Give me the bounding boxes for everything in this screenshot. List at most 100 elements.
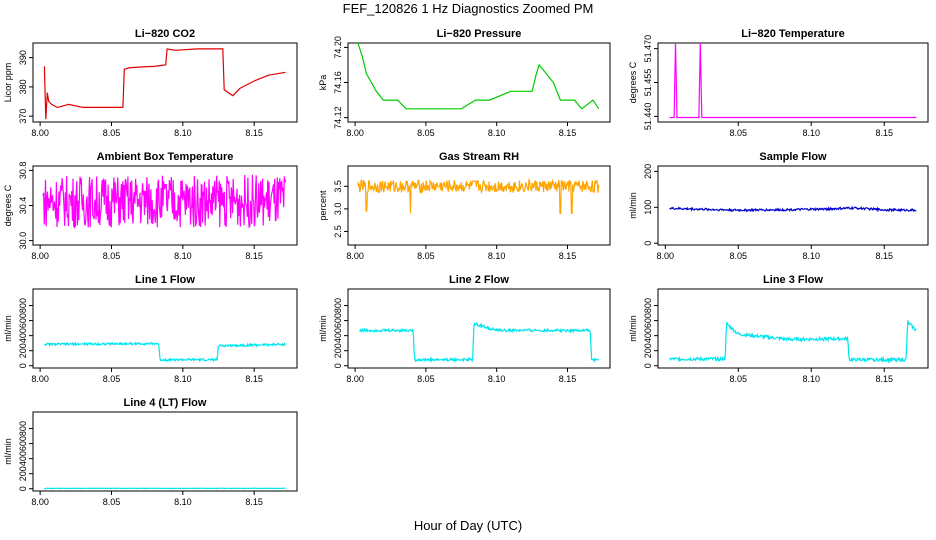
y-tick-label: 380 xyxy=(18,79,28,94)
y-axis-label: ml/min xyxy=(3,315,13,342)
plot-frame xyxy=(657,165,929,246)
y-tick-label: 200 xyxy=(643,343,653,358)
chart-title: Line 2 Flow xyxy=(449,274,509,286)
x-tick-label: 8.15 xyxy=(559,374,577,384)
plot-frame xyxy=(32,288,298,369)
y-axis-label: Licor ppm xyxy=(3,63,13,103)
x-tick-label: 8.10 xyxy=(488,251,506,261)
chart-panel-1: Li−820 CO2 8.00 8.05 8.10 8.15 370 380 390 Licor… xyxy=(3,28,298,138)
series-line xyxy=(669,319,917,364)
x-tick-label: 8.15 xyxy=(875,374,893,384)
x-tick-label: 8.15 xyxy=(245,128,263,138)
plot-frame xyxy=(657,288,929,369)
x-tick-label: 8.05 xyxy=(103,251,121,261)
x-tick-label: 8.00 xyxy=(346,374,364,384)
y-axis-label: ml/min xyxy=(628,315,638,342)
x-tick-label: 8.05 xyxy=(103,128,121,138)
series-line xyxy=(358,322,600,364)
y-tick-label: 74.12 xyxy=(333,106,343,129)
series-line xyxy=(357,178,600,214)
y-tick-label: 370 xyxy=(18,109,28,124)
x-tick-label: 8.15 xyxy=(559,251,577,261)
x-tick-label: 8.10 xyxy=(174,374,192,384)
y-tick-label: 30.4 xyxy=(18,197,28,215)
chart-panel-5: Gas Stream RH 8.00 8.05 8.10 8.15 2.5 3.0 3.5 pe… xyxy=(318,151,611,261)
x-tick-label: 8.10 xyxy=(802,374,820,384)
y-axis-label: percent xyxy=(318,190,328,221)
chart-title: Gas Stream RH xyxy=(439,151,519,163)
series-line xyxy=(357,42,600,110)
chart-panel-4: Ambient Box Temperature 8.00 8.05 8.10 8.15 3… xyxy=(3,151,298,261)
x-axis-label: Hour of Day (UTC) xyxy=(413,518,523,533)
plot-frame xyxy=(347,42,611,123)
series-line xyxy=(44,341,286,363)
x-tick-label: 8.15 xyxy=(245,374,263,384)
y-tick-label: 200 xyxy=(643,164,653,179)
y-tick-label: 400 xyxy=(18,328,28,343)
x-tick-label: 8.00 xyxy=(346,251,364,261)
y-tick-label: 3.5 xyxy=(333,180,343,193)
series-line xyxy=(44,487,286,490)
x-tick-label: 8.15 xyxy=(875,251,893,261)
y-axis-label: ml/min xyxy=(318,315,328,342)
y-tick-label: 200 xyxy=(18,466,28,481)
y-tick-label: 0 xyxy=(643,363,653,368)
series-line xyxy=(42,174,287,230)
x-tick-label: 8.00 xyxy=(31,374,49,384)
plot-frame xyxy=(347,165,611,246)
y-tick-label: 30.8 xyxy=(18,162,28,180)
x-tick-label: 8.05 xyxy=(103,497,121,507)
y-tick-label: 800 xyxy=(18,298,28,313)
chart-panel-6: Sample Flow 8.00 8.05 8.10 8.15 0 100 200 ml/min xyxy=(628,151,929,261)
y-tick-label: 800 xyxy=(333,298,343,313)
y-tick-label: 51.470 xyxy=(643,35,653,63)
chart-title: Li−820 Temperature xyxy=(741,28,844,40)
y-tick-label: 200 xyxy=(18,343,28,358)
y-tick-label: 800 xyxy=(18,421,28,436)
x-tick-label: 8.10 xyxy=(174,128,192,138)
x-tick-label: 8.05 xyxy=(730,374,748,384)
chart-panel-7: Line 1 Flow 8.00 8.05 8.10 8.15 0 200400600800… xyxy=(3,274,298,384)
x-tick-label: 8.00 xyxy=(346,128,364,138)
y-tick-label: 600 xyxy=(18,436,28,451)
chart-title: Line 3 Flow xyxy=(763,274,823,286)
plot-frame xyxy=(347,288,611,369)
y-tick-label: 74.20 xyxy=(333,36,343,59)
plot-frame xyxy=(32,411,298,492)
x-tick-label: 8.05 xyxy=(417,374,435,384)
y-axis-label: ml/min xyxy=(3,438,13,465)
y-axis-label: kPa xyxy=(318,75,328,91)
chart-title: Li−820 Pressure xyxy=(437,28,522,40)
y-tick-label: 200 xyxy=(333,343,343,358)
series-line xyxy=(669,42,917,119)
y-axis-label: degrees C xyxy=(3,184,13,226)
y-tick-label: 51.455 xyxy=(643,69,653,97)
x-tick-label: 8.10 xyxy=(174,497,192,507)
y-tick-label: 74.16 xyxy=(333,71,343,94)
x-tick-label: 8.05 xyxy=(417,128,435,138)
chart-panel-10: Line 4 (LT) Flow 8.00 8.05 8.10 8.15 0 2004006… xyxy=(3,397,298,507)
x-tick-label: 8.15 xyxy=(875,128,893,138)
x-tick-label: 8.10 xyxy=(174,251,192,261)
chart-panel-2: Li−820 Pressure 8.00 8.05 8.10 8.15 74.12 74.1… xyxy=(318,28,611,138)
x-tick-label: 8.00 xyxy=(31,497,49,507)
y-tick-label: 30.0 xyxy=(18,232,28,250)
x-tick-label: 8.10 xyxy=(488,128,506,138)
y-tick-label: 0 xyxy=(333,363,343,368)
series-line xyxy=(43,48,286,120)
series-line xyxy=(669,205,917,213)
x-tick-label: 8.05 xyxy=(417,251,435,261)
y-tick-label: 600 xyxy=(333,313,343,328)
y-tick-label: 0 xyxy=(18,363,28,368)
chart-title: Ambient Box Temperature xyxy=(97,151,234,163)
chart-title: Line 4 (LT) Flow xyxy=(124,397,207,409)
plot-frame xyxy=(32,42,298,123)
x-tick-label: 8.05 xyxy=(730,128,748,138)
y-tick-label: 400 xyxy=(643,328,653,343)
x-tick-label: 8.15 xyxy=(559,128,577,138)
y-tick-label: 400 xyxy=(18,451,28,466)
y-tick-label: 400 xyxy=(333,328,343,343)
y-tick-label: 600 xyxy=(643,313,653,328)
